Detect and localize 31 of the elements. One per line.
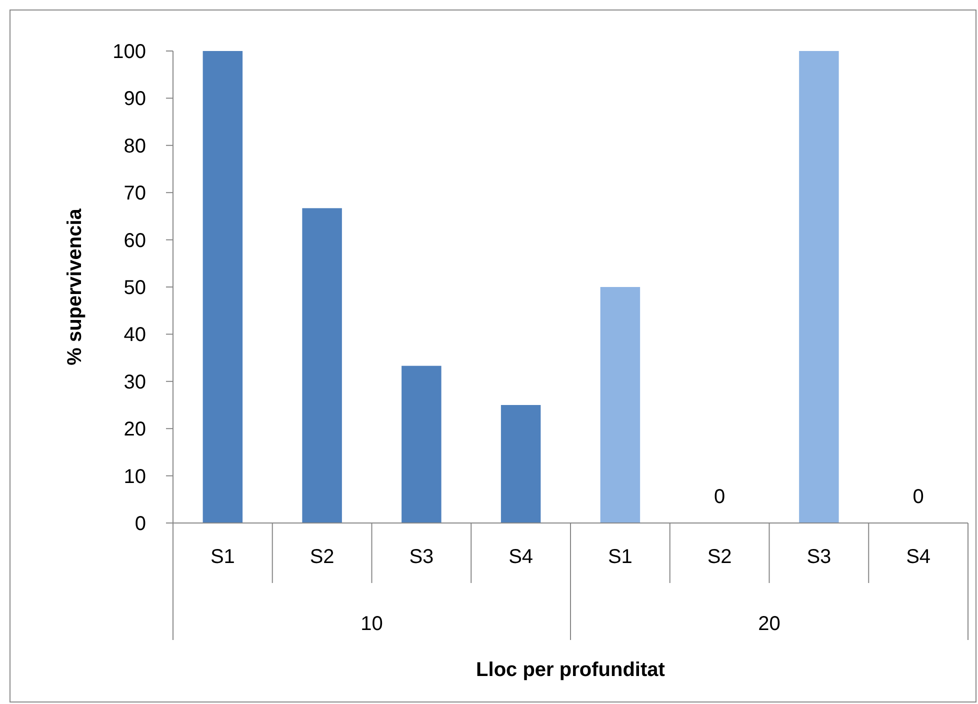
y-tick-label: 90 — [124, 88, 146, 110]
bar — [799, 51, 839, 523]
data-label: 0 — [714, 486, 726, 508]
y-tick-label: 20 — [124, 418, 146, 441]
x-axis-title: Lloc per profunditat — [476, 659, 666, 681]
x-tick-label: S2 — [707, 546, 732, 568]
bar — [402, 366, 442, 523]
x-tick-label: S1 — [608, 546, 632, 568]
bar — [600, 287, 640, 523]
y-tick-label: 50 — [124, 277, 146, 299]
x-tick-label: S3 — [806, 546, 832, 568]
bar — [202, 51, 243, 523]
x-tick-label: S4 — [906, 546, 931, 568]
x-tick-label: S2 — [310, 546, 334, 568]
x-tick-label: S1 — [210, 546, 235, 568]
bar — [302, 208, 342, 523]
bar — [500, 405, 541, 523]
text: 10 — [360, 613, 383, 635]
y-tick-label: 60 — [124, 230, 146, 252]
y-tick-label: 80 — [124, 135, 146, 158]
y-tick-label: 100 — [112, 41, 146, 63]
x-tick-label: S4 — [508, 546, 534, 568]
text: 20 — [758, 613, 780, 635]
y-tick-label: 10 — [124, 466, 146, 488]
y-tick-label: 70 — [124, 182, 146, 205]
data-label: 0 — [912, 486, 924, 508]
y-tick-label: 30 — [124, 371, 146, 394]
y-tick-label: 40 — [124, 324, 146, 346]
x-tick-label: S3 — [409, 546, 434, 568]
y-tick-label: 0 — [134, 513, 146, 535]
y-axis-title: % supervivencia — [64, 208, 86, 366]
